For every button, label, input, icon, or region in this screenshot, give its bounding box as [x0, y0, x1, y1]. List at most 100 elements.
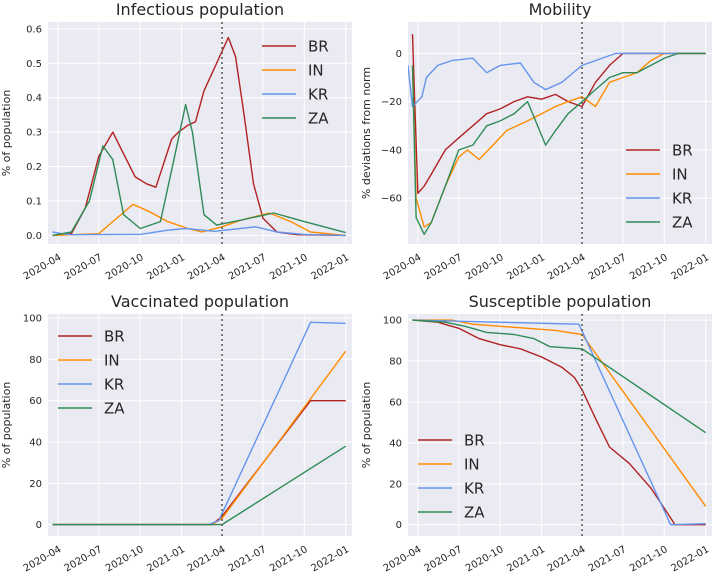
x-tick-label: 2020-04	[22, 252, 64, 282]
chart-title: Mobility	[529, 0, 592, 19]
legend-label-za: ZA	[672, 214, 693, 232]
legend: BR IN KR ZA	[58, 328, 125, 418]
legend-label-za: ZA	[308, 110, 329, 128]
x-tick-label: 2022-01	[670, 544, 712, 574]
y-tick-label: 0.6	[26, 24, 42, 35]
x-tick-label: 2021-10	[628, 252, 670, 282]
legend: BR IN KR ZA	[418, 432, 485, 522]
legend-label-br: BR	[672, 142, 693, 160]
legend-label-kr: KR	[672, 190, 692, 208]
y-axis-label: % of population	[0, 90, 13, 177]
x-tick-label: 2022-01	[670, 252, 712, 282]
x-tick-label: 2020-10	[104, 544, 146, 574]
y-tick-label: 0.1	[26, 196, 42, 207]
x-tick-label: 2020-10	[464, 252, 506, 282]
series-line-za	[52, 103, 346, 237]
x-tick-label: 2020-04	[22, 544, 64, 574]
x-tick-label: 2021-01	[505, 544, 547, 574]
chart-infectious-population: 0.0 0.1 0.2 0.3 0.4 0.5 0.6 2020-04 2020-07 2020-…	[0, 0, 352, 282]
y-tick-label: 60	[29, 396, 42, 407]
x-tick-label: 2021-04	[546, 544, 588, 574]
legend-label-kr: KR	[308, 86, 328, 104]
y-tick-label: 0	[396, 520, 402, 531]
series-line-br	[52, 36, 346, 237]
y-tick-label: 60	[389, 397, 402, 408]
x-tick-label: 2022-01	[310, 544, 352, 574]
y-tick-label: 80	[389, 357, 402, 368]
y-tick-label: 0	[396, 49, 402, 60]
x-tick-label: 2020-04	[382, 252, 424, 282]
x-tick-label: 2020-07	[63, 544, 105, 574]
legend-label-kr: KR	[104, 376, 124, 394]
y-tick-label: 0.2	[26, 162, 42, 173]
x-tick-label: 2022-01	[310, 252, 352, 282]
x-tick-label: 2021-04	[546, 252, 588, 282]
legend-label-in: IN	[672, 166, 688, 184]
legend-label-za: ZA	[104, 400, 125, 418]
chart-title: Susceptible population	[469, 292, 652, 311]
x-tick-label: 2021-07	[227, 252, 269, 282]
y-tick-label: 20	[389, 479, 402, 490]
x-tick-label: 2021-01	[145, 544, 187, 574]
y-tick-label: 100	[23, 314, 42, 325]
x-tick-label: 2021-10	[268, 252, 310, 282]
y-tick-label: 80	[29, 355, 42, 366]
chart-title: Vaccinated population	[111, 292, 289, 311]
x-tick-label: 2021-07	[227, 544, 269, 574]
x-tick-label: 2020-10	[464, 544, 506, 574]
legend-label-br: BR	[464, 432, 485, 450]
x-tick-label: 2021-04	[186, 544, 228, 574]
y-tick-label: 0.5	[26, 59, 42, 70]
y-tick-label: 40	[29, 438, 42, 449]
x-tick-label: 2020-07	[423, 252, 465, 282]
y-tick-label: 100	[383, 316, 402, 327]
legend-label-br: BR	[104, 328, 125, 346]
x-tick-label: 2020-10	[104, 252, 146, 282]
y-tick-label: 0.0	[26, 231, 42, 242]
legend: BR IN KR ZA	[262, 38, 329, 128]
legend-label-br: BR	[308, 38, 329, 56]
x-tick-label: 2021-07	[587, 544, 629, 574]
y-tick-label: 20	[29, 479, 42, 490]
series-line-br	[411, 34, 706, 194]
y-axis-label: % of population	[0, 382, 13, 469]
legend-label-in: IN	[464, 456, 480, 474]
series-line-kr	[408, 52, 706, 108]
y-tick-label: 0.4	[26, 93, 42, 104]
y-axis-label: % of population	[360, 382, 373, 469]
series-line-kr	[52, 226, 346, 237]
chart-vaccinated-population: 0 20 40 60 80 100 2020-04 2020-07 2020-10 2021-01…	[0, 292, 352, 574]
series-line-kr	[412, 319, 706, 526]
y-tick-label: −40	[381, 145, 402, 156]
x-tick-label: 2021-10	[268, 544, 310, 574]
x-tick-label: 2021-10	[628, 544, 670, 574]
x-tick-label: 2020-07	[423, 544, 465, 574]
y-tick-label: 0.3	[26, 128, 42, 139]
legend: BR IN KR ZA	[626, 142, 693, 232]
legend-label-in: IN	[104, 352, 120, 370]
y-tick-label: 40	[389, 438, 402, 449]
legend-label-in: IN	[308, 62, 324, 80]
x-tick-label: 2021-01	[505, 252, 547, 282]
x-tick-label: 2021-01	[145, 252, 187, 282]
y-tick-label: 0	[36, 520, 42, 531]
x-tick-label: 2020-04	[382, 544, 424, 574]
plot-area	[408, 22, 712, 244]
series-line-br	[412, 319, 706, 526]
chart-susceptible-population: 0 20 40 60 80 100 2020-04 2020-07 2020-10 2021-01…	[360, 292, 712, 574]
x-tick-label: 2020-07	[63, 252, 105, 282]
legend-label-kr: KR	[464, 480, 484, 498]
legend-label-za: ZA	[464, 504, 485, 522]
y-tick-label: −20	[381, 97, 402, 108]
y-axis-label: % deviations from norm	[360, 67, 373, 199]
series-line-za	[412, 319, 707, 434]
series-line-in	[52, 203, 346, 237]
chart-title: Infectious population	[116, 0, 284, 19]
plot-area	[48, 314, 352, 536]
x-tick-label: 2021-04	[186, 252, 228, 282]
x-tick-label: 2021-07	[587, 252, 629, 282]
y-tick-label: −60	[381, 194, 402, 205]
series-line-za	[411, 52, 706, 235]
